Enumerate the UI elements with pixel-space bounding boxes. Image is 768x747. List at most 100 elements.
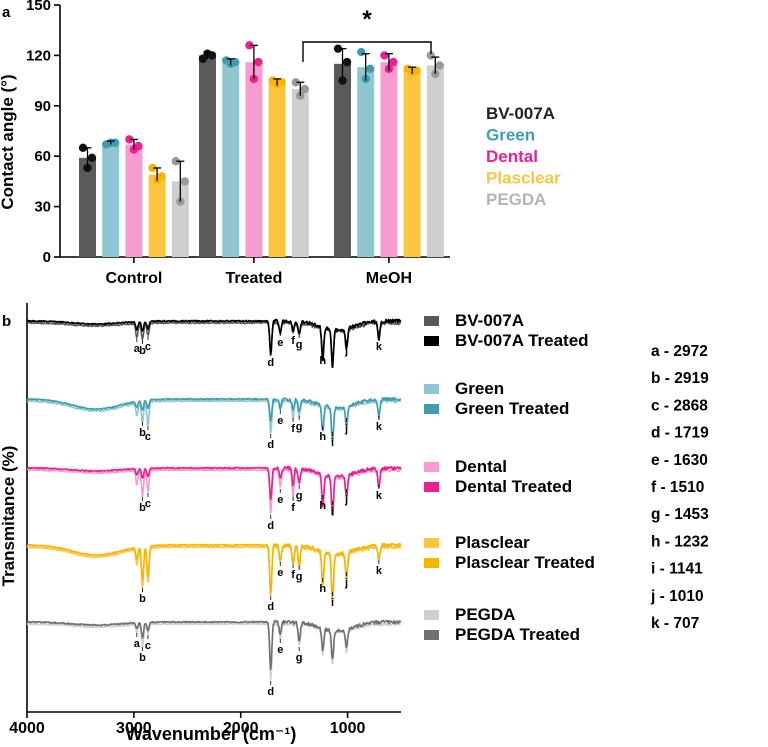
peak-letter: a	[134, 343, 141, 355]
data-point	[125, 135, 134, 144]
ftir-legend-label: PEGDA	[455, 605, 515, 624]
data-point	[180, 177, 189, 186]
ftir-legend-label: BV-007A	[455, 311, 524, 330]
peak-letter: j	[344, 577, 348, 589]
data-point	[111, 138, 120, 147]
peak-letter: i	[331, 359, 334, 371]
ftir-legend-label: PEGDA Treated	[455, 625, 580, 644]
x-tick-label-ftir: 3000	[116, 720, 152, 737]
peak-letter: g	[296, 571, 303, 583]
peak-letter: f	[291, 569, 295, 581]
ftir-legend-swatch	[424, 558, 439, 568]
peak-key-entry: e - 1630	[651, 452, 708, 469]
peak-key: a - 2972 b - 2919 c - 2868 d - 1719 e - 1630…	[650, 343, 709, 632]
bar	[426, 65, 444, 257]
data-point	[435, 61, 444, 70]
bar	[334, 63, 351, 257]
ftir-legend-swatch	[424, 630, 439, 640]
bar	[222, 62, 240, 258]
panel-label-b: b	[2, 313, 11, 330]
data-point	[380, 51, 389, 60]
peak-letter: g	[296, 339, 303, 351]
ftir-legend-swatch	[424, 316, 439, 326]
peak-letter: f	[291, 502, 295, 514]
peak-letter: h	[319, 355, 326, 367]
data-point	[291, 78, 300, 87]
peak-letter: c	[145, 498, 151, 510]
spectrum-line	[26, 465, 402, 516]
peak-key-entry: f - 1510	[651, 479, 704, 496]
x-category-label: MeOH	[366, 270, 412, 287]
peak-letter: h	[319, 500, 326, 512]
ftir-legend-swatch	[424, 538, 439, 548]
spectrum-line	[26, 619, 402, 671]
legend-entry: Dental	[486, 147, 538, 166]
peak-letter: g	[296, 652, 303, 664]
bar	[268, 82, 286, 257]
peak-letter: k	[376, 421, 383, 433]
y-tick-label: 0	[43, 249, 51, 266]
bar	[403, 70, 421, 258]
panel-label-a: a	[2, 4, 11, 21]
x-tick-label-ftir: 2000	[223, 720, 259, 737]
bar	[380, 62, 398, 258]
data-point	[148, 163, 157, 173]
bar-chart-error-bars	[83, 44, 440, 202]
legend-entry: BV-007A	[486, 104, 555, 123]
peak-key-entry: a - 2972	[651, 343, 708, 360]
data-point	[254, 57, 263, 67]
peak-key-entry: h - 1232	[651, 533, 709, 550]
data-point	[207, 51, 217, 60]
bar	[291, 89, 309, 257]
peak-letter: i	[331, 437, 334, 449]
data-point	[431, 69, 440, 79]
spectrum-line	[26, 621, 402, 681]
data-point	[157, 172, 166, 181]
y-axis-label: Contact angle (°)	[0, 74, 17, 209]
ftir-legend-label: BV-007A Treated	[455, 331, 589, 350]
spectrum-line	[26, 318, 402, 368]
peak-letter: e	[277, 494, 283, 506]
bar	[171, 181, 189, 257]
peak-letter: j	[344, 423, 348, 435]
legend-entry: Plasclear	[486, 169, 561, 188]
peak-key-entry: b - 2919	[651, 370, 709, 387]
peak-letter: d	[267, 357, 274, 369]
ftir-legend-label: Green	[455, 379, 504, 398]
bar-chart-legend: BV-007A Green Dental Plasclear PEGDA	[486, 104, 561, 209]
ftir-legend-swatch	[424, 336, 439, 346]
peak-letter: c	[145, 431, 151, 443]
data-point	[412, 66, 421, 75]
bar	[79, 157, 96, 257]
peak-letter: d	[267, 601, 274, 613]
peak-letter: e	[277, 644, 283, 656]
peak-letter: b	[139, 502, 146, 514]
data-point	[300, 84, 309, 94]
ftir-spectra	[26, 318, 402, 681]
ftir-legend-swatch	[424, 610, 439, 620]
peak-letter: j	[344, 345, 348, 357]
peak-letter: h	[319, 583, 326, 595]
peak-letter: d	[267, 686, 274, 698]
data-point	[389, 57, 398, 67]
peak-letter: a	[134, 638, 141, 650]
spectrum-line	[26, 467, 402, 515]
ftir-legend-label: Green Treated	[455, 399, 569, 418]
bar-chart-points	[78, 41, 444, 206]
bar	[102, 142, 120, 257]
peak-letter: d	[267, 439, 274, 451]
y-tick-label: 90	[34, 98, 51, 115]
y-axis-label-ftir: Transmitance (%)	[0, 446, 18, 587]
bar-chart-bars	[79, 55, 444, 258]
peak-letter: c	[145, 341, 151, 353]
data-point	[78, 143, 88, 152]
data-point	[338, 76, 347, 85]
data-point	[333, 44, 343, 53]
spectrum-line	[26, 398, 402, 439]
x-axis-label-ftir: Wavenumber (cm⁻¹)	[126, 724, 297, 744]
data-point	[245, 41, 254, 50]
peak-letter: b	[139, 652, 146, 664]
significance-star: *	[362, 6, 372, 33]
